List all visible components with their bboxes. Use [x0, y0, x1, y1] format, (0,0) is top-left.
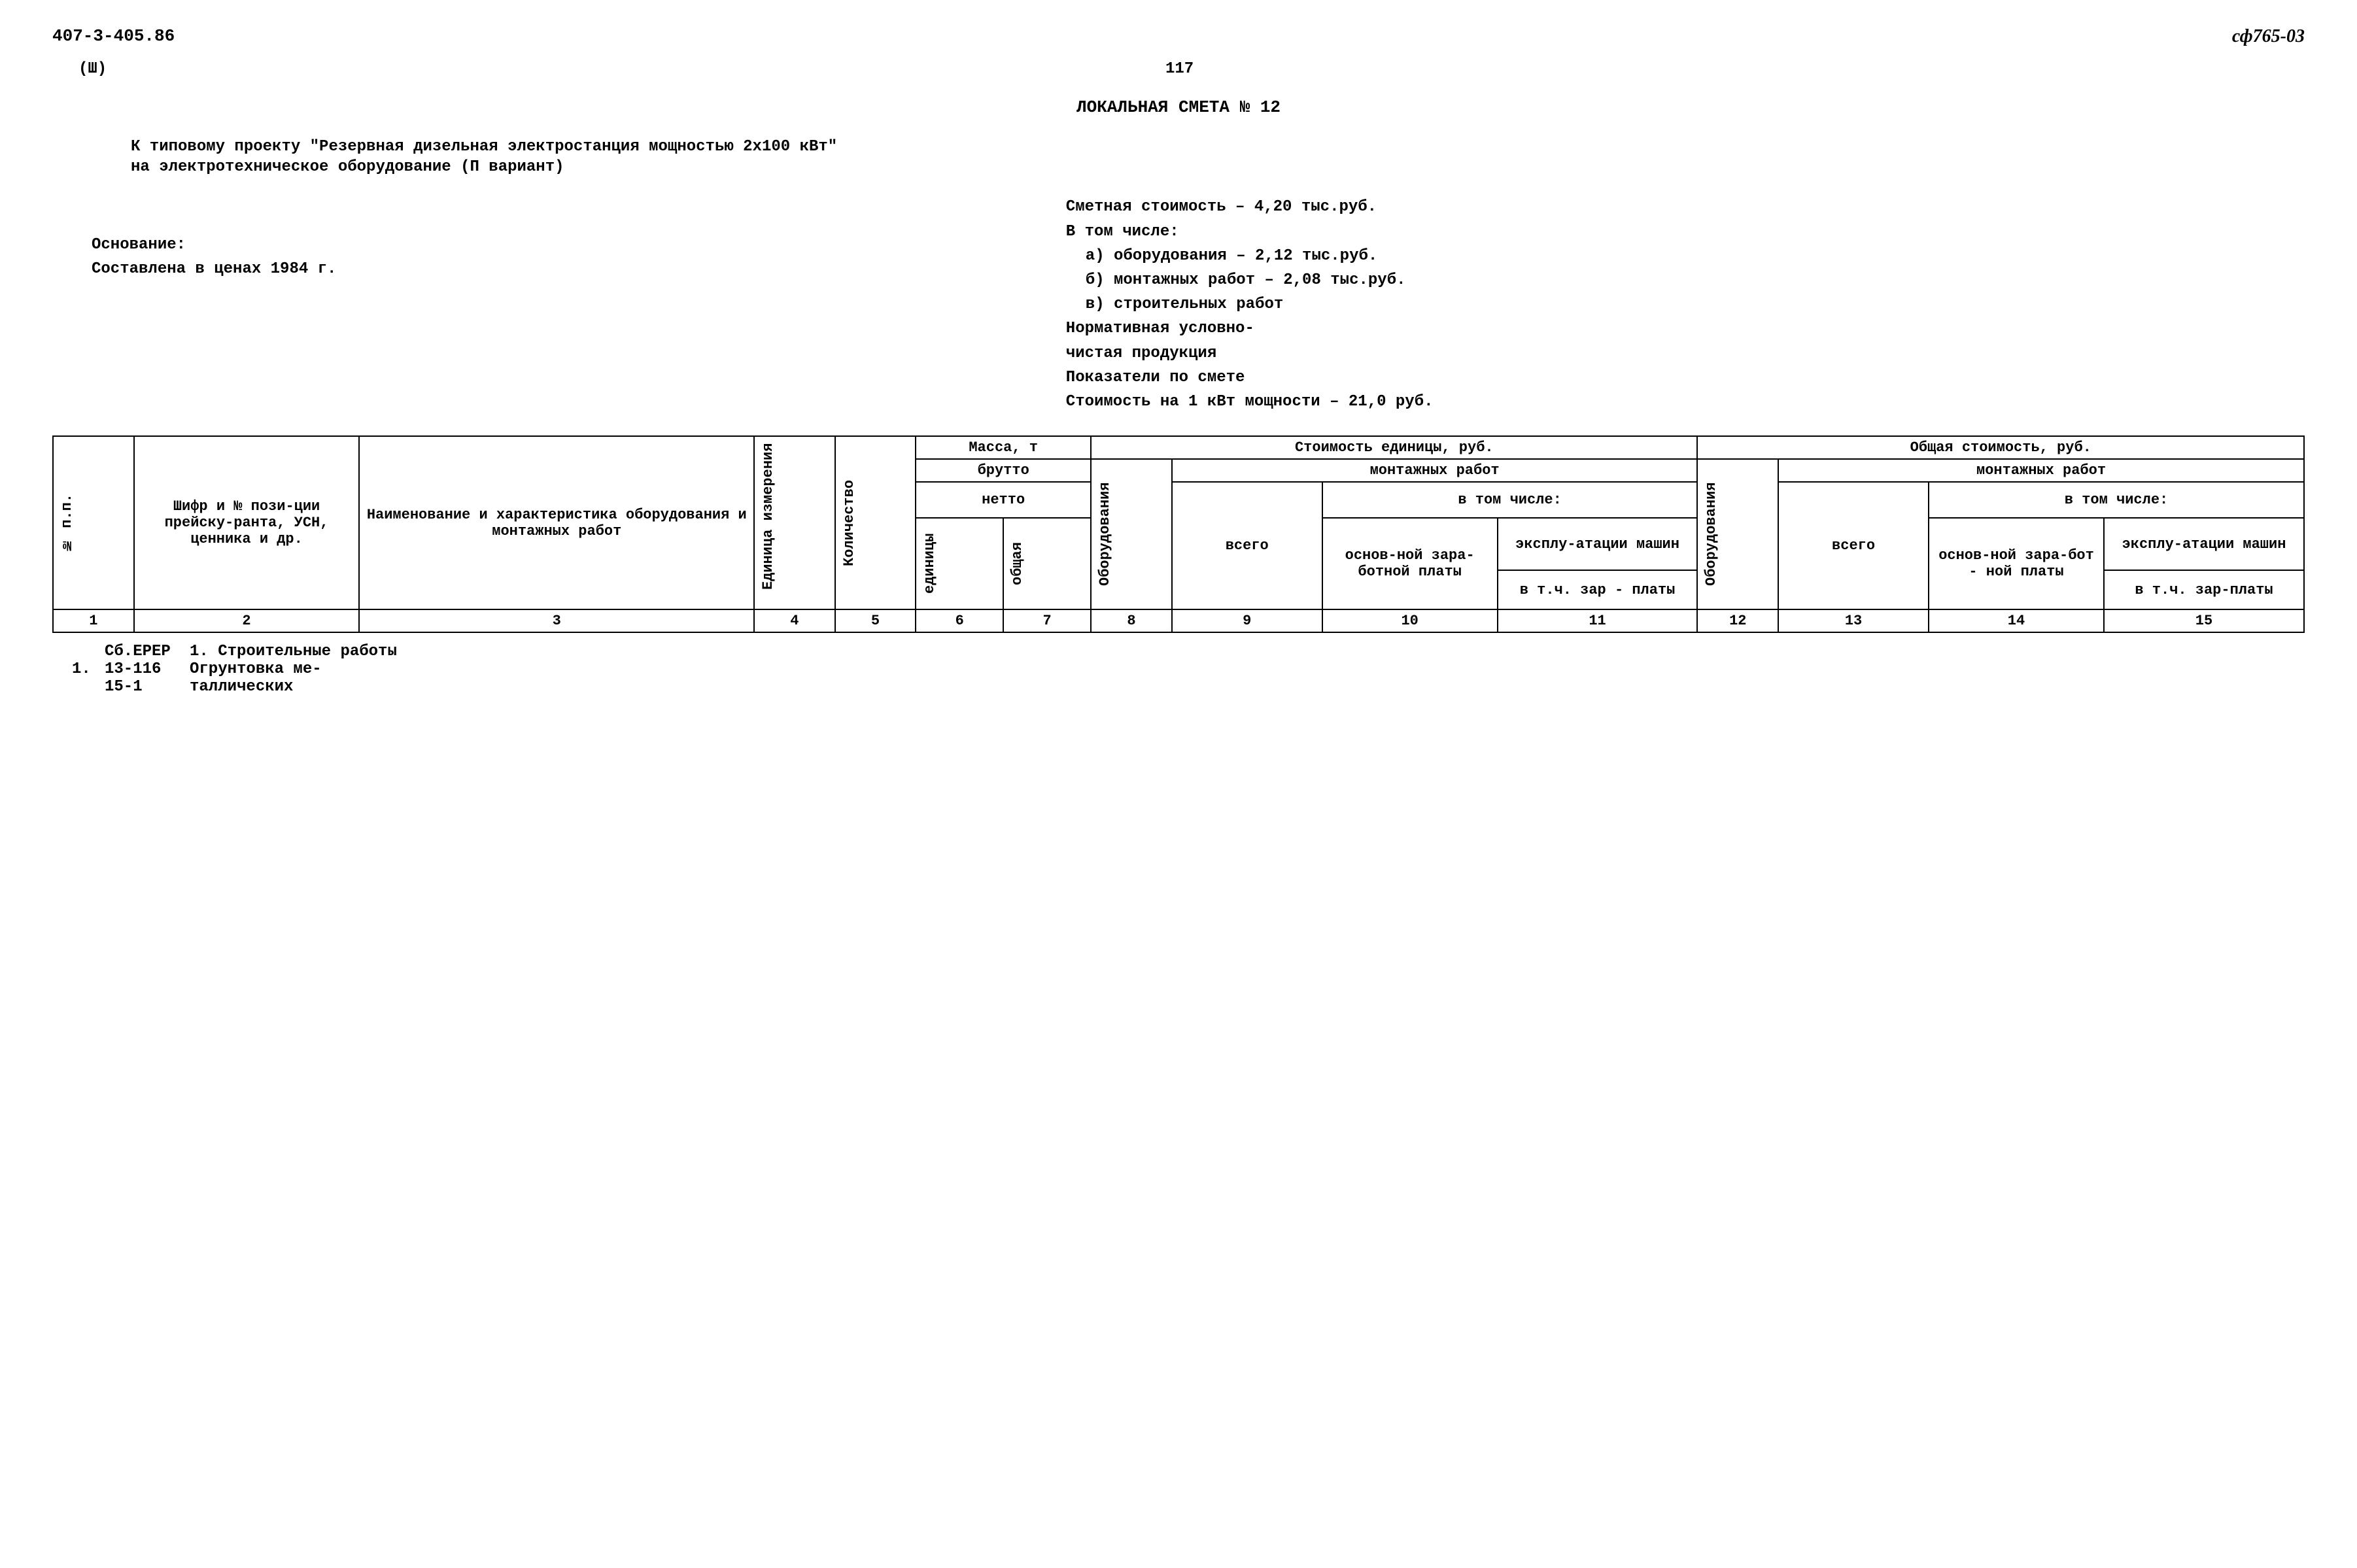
colnum-3: 3 [359, 609, 754, 632]
row1-name-2: таллических [183, 678, 404, 696]
col-header-14: основ-ной зара-бот - ной платы [1929, 518, 2104, 609]
colnum-10: 10 [1322, 609, 1498, 632]
col-header-4: Единица измерения [759, 451, 778, 595]
unit-vtom-header: в том числе: [1322, 482, 1698, 518]
estimate-body: Сб.ЕРЕР 1. Строительные работы 1. 13-116… [52, 643, 2305, 696]
cost-equipment: а) оборудования – 2,12 тыс.руб. [1066, 246, 2305, 266]
col-header-11-top: эксплу-атации машин [1498, 518, 1698, 570]
colnum-7: 7 [1003, 609, 1091, 632]
col-header-6: единицы [920, 528, 939, 600]
total-cost-group-header: Общая стоимость, руб. [1697, 436, 2304, 459]
norm-line-1: Нормативная условно- [1066, 318, 2305, 339]
row1-code-1: Сб.ЕРЕР [98, 643, 183, 660]
total-montage-header: монтажных работ [1778, 459, 2304, 482]
row1-number: 1. [65, 660, 98, 678]
document-title: ЛОКАЛЬНАЯ СМЕТА № 12 [52, 97, 2305, 117]
col-header-3: Наименование и характеристика оборудован… [359, 436, 754, 609]
cost-per-kw: Стоимость на 1 кВт мощности – 21,0 руб. [1066, 392, 2305, 412]
colnum-8: 8 [1091, 609, 1172, 632]
colnum-14: 14 [1929, 609, 2104, 632]
col-header-5: Количество [840, 451, 859, 595]
col-header-9: всего [1172, 482, 1322, 609]
col-header-2: Шифр и № пози-ции прейску-ранта, УСН, це… [134, 436, 360, 609]
section-1-title: 1. Строительные работы [183, 643, 404, 660]
colnum-4: 4 [754, 609, 835, 632]
cost-construction: в) строительных работ [1066, 294, 2305, 315]
colnum-12: 12 [1697, 609, 1778, 632]
column-number-row: 1 2 3 4 5 6 7 8 9 10 11 12 13 14 15 [53, 609, 2304, 632]
mass-brutto-header: брутто [916, 459, 1091, 482]
unit-montage-header: монтажных работ [1172, 459, 1698, 482]
document-code: 407-3-405.86 [52, 26, 175, 47]
including-label: В том числе: [1066, 222, 2305, 242]
colnum-13: 13 [1778, 609, 1929, 632]
summary-block: Сметная стоимость – 4,20 тыс.руб. В том … [1066, 197, 2305, 416]
handwritten-code: сф765-03 [2232, 26, 2305, 47]
page-number: 117 [1165, 60, 1194, 78]
row1-code-2: 13-116 [98, 660, 183, 678]
project-line-1: К типовому проекту "Резервная дизельная … [131, 137, 2305, 157]
col-header-15-bot: в т.ч. зар-платы [2104, 570, 2304, 609]
mass-netto-header: нетто [916, 482, 1091, 518]
row1-name-1: Огрунтовка ме- [183, 660, 404, 678]
project-description: К типовому проекту "Резервная дизельная … [131, 137, 2305, 177]
cost-montage: б) монтажных работ – 2,08 тыс.руб. [1066, 270, 2305, 290]
sheet-marker: (Ш) [78, 60, 107, 78]
col-header-10: основ-ной зара-ботной платы [1322, 518, 1498, 609]
col-header-1: № п.п. [58, 451, 77, 595]
basis-block: Основание: Составлена в ценах 1984 г. [52, 197, 1066, 416]
norm-line-2: чистая продукция [1066, 343, 2305, 364]
colnum-15: 15 [2104, 609, 2304, 632]
basis-label: Основание: [92, 236, 1066, 254]
colnum-11: 11 [1498, 609, 1698, 632]
col-header-8: Оборудования [1095, 462, 1114, 606]
row1-code-3: 15-1 [98, 678, 183, 696]
col-header-12: Оборудования [1702, 462, 1721, 606]
estimate-header-table: № п.п. Шифр и № пози-ции прейску-ранта, … [52, 435, 2305, 633]
cost-total: Сметная стоимость – 4,20 тыс.руб. [1066, 197, 2305, 217]
total-vtom-header: в том числе: [1929, 482, 2304, 518]
colnum-5: 5 [835, 609, 916, 632]
col-header-15-top: эксплу-атации машин [2104, 518, 2304, 570]
col-header-11-bot: в т.ч. зар - платы [1498, 570, 1698, 609]
colnum-2: 2 [134, 609, 360, 632]
colnum-6: 6 [916, 609, 1003, 632]
colnum-9: 9 [1172, 609, 1322, 632]
col-header-7: общая [1008, 528, 1027, 600]
indicators-label: Показатели по смете [1066, 367, 2305, 388]
col-header-13: всего [1778, 482, 1929, 609]
colnum-1: 1 [53, 609, 134, 632]
mass-group-header: Масса, т [916, 436, 1091, 459]
prices-year: Составлена в ценах 1984 г. [92, 260, 1066, 278]
unit-cost-group-header: Стоимость единицы, руб. [1091, 436, 1697, 459]
project-line-2: на электротехническое оборудование (П ва… [131, 157, 2305, 177]
